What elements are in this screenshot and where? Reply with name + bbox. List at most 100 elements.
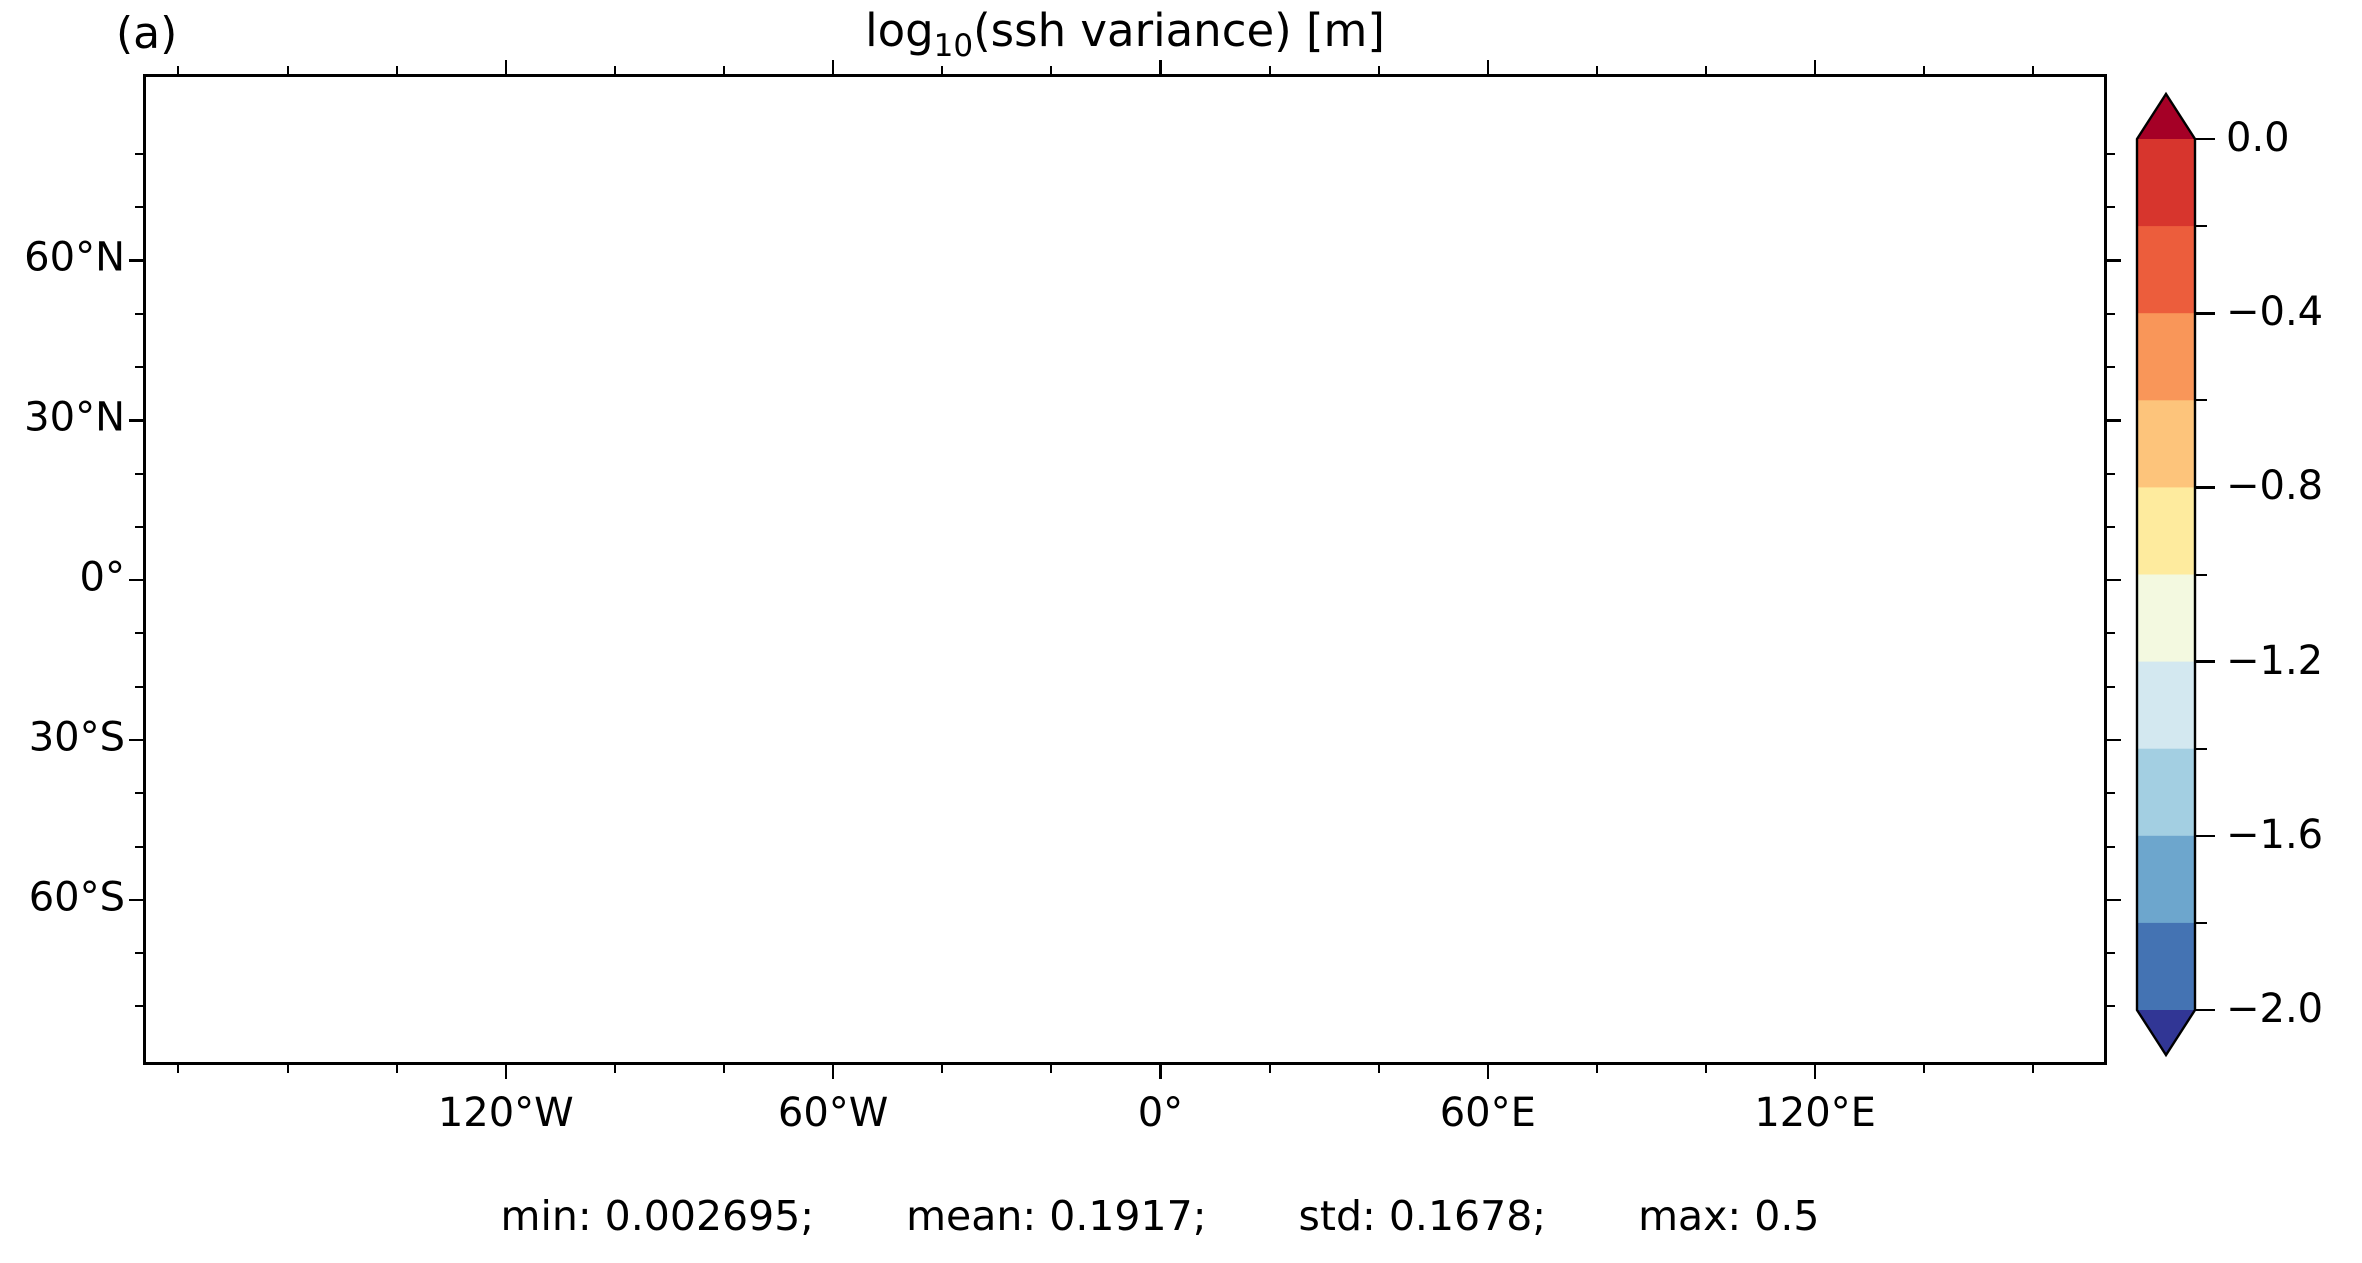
y-minor-tick-right bbox=[2107, 686, 2115, 688]
y-minor-tick bbox=[135, 153, 143, 155]
colorbar-tick-label: −1.2 bbox=[2226, 638, 2323, 684]
x-minor-tick-top bbox=[1705, 66, 1707, 74]
y-minor-tick bbox=[135, 526, 143, 528]
stat-mean: mean: 0.1917; bbox=[906, 1192, 1206, 1240]
colorbar-segment bbox=[2137, 662, 2195, 750]
x-minor-tick-top bbox=[941, 66, 943, 74]
x-tick-label: 60°W bbox=[778, 1090, 888, 1136]
x-minor-tick bbox=[941, 1065, 943, 1073]
x-minor-tick-top bbox=[177, 66, 179, 74]
x-major-tick-top bbox=[832, 60, 835, 74]
colorbar-segment bbox=[2137, 923, 2195, 1011]
x-minor-tick-top bbox=[614, 66, 616, 74]
y-minor-tick-right bbox=[2107, 206, 2115, 208]
x-minor-tick-top bbox=[1378, 66, 1380, 74]
x-tick-label: 60°E bbox=[1440, 1090, 1536, 1136]
y-tick-label: 30°N bbox=[0, 395, 125, 441]
x-minor-tick bbox=[1269, 1065, 1271, 1073]
y-minor-tick bbox=[135, 366, 143, 368]
colorbar-segment bbox=[2137, 487, 2195, 575]
y-minor-tick-right bbox=[2107, 366, 2115, 368]
x-major-tick bbox=[1814, 1065, 1817, 1079]
x-major-tick-top bbox=[1159, 60, 1162, 74]
colorbar-segment bbox=[2137, 139, 2195, 227]
x-minor-tick-top bbox=[287, 66, 289, 74]
y-minor-tick-right bbox=[2107, 846, 2115, 848]
colorbar-segment bbox=[2137, 313, 2195, 401]
y-major-tick bbox=[129, 739, 143, 742]
x-tick-label: 120°W bbox=[438, 1090, 574, 1136]
y-minor-tick bbox=[135, 313, 143, 315]
x-minor-tick bbox=[177, 1065, 179, 1073]
y-tick-label: 60°N bbox=[0, 235, 125, 281]
x-minor-tick-top bbox=[1596, 66, 1598, 74]
y-minor-tick bbox=[135, 792, 143, 794]
title-prefix: log bbox=[865, 4, 934, 57]
x-minor-tick bbox=[2032, 1065, 2034, 1073]
x-tick-label: 120°E bbox=[1754, 1090, 1876, 1136]
y-minor-tick-right bbox=[2107, 526, 2115, 528]
x-minor-tick bbox=[287, 1065, 289, 1073]
x-major-tick-top bbox=[1814, 60, 1817, 74]
y-major-tick bbox=[129, 259, 143, 262]
colorbar-tick-label: −0.4 bbox=[2226, 289, 2323, 335]
x-major-tick-top bbox=[1487, 60, 1490, 74]
map-frame bbox=[143, 74, 2107, 1065]
y-major-tick-right bbox=[2107, 259, 2121, 262]
colorbar-segment bbox=[2137, 226, 2195, 314]
y-major-tick-right bbox=[2107, 419, 2121, 422]
y-tick-label: 60°S bbox=[0, 875, 125, 921]
stat-std: std: 0.1678; bbox=[1299, 1192, 1547, 1240]
chart-title: log10(ssh variance) [m] bbox=[143, 4, 2107, 64]
y-major-tick bbox=[129, 579, 143, 582]
y-minor-tick-right bbox=[2107, 313, 2115, 315]
colorbar-segment bbox=[2137, 836, 2195, 924]
y-minor-tick bbox=[135, 473, 143, 475]
x-major-tick bbox=[505, 1065, 508, 1079]
colorbar-over-arrow bbox=[2137, 94, 2195, 139]
y-minor-tick bbox=[135, 686, 143, 688]
x-minor-tick bbox=[1705, 1065, 1707, 1073]
y-major-tick bbox=[129, 899, 143, 902]
x-minor-tick-top bbox=[396, 66, 398, 74]
colorbar-segment bbox=[2137, 575, 2195, 663]
x-minor-tick-top bbox=[1050, 66, 1052, 74]
y-minor-tick-right bbox=[2107, 632, 2115, 634]
colorbar-segment bbox=[2137, 749, 2195, 837]
x-major-tick-top bbox=[505, 60, 508, 74]
x-minor-tick bbox=[723, 1065, 725, 1073]
y-minor-tick-right bbox=[2107, 153, 2115, 155]
y-minor-tick-right bbox=[2107, 952, 2115, 954]
colorbar-under-arrow bbox=[2137, 1010, 2195, 1055]
y-minor-tick bbox=[135, 206, 143, 208]
x-tick-label: 0° bbox=[1138, 1090, 1183, 1136]
colorbar-segment bbox=[2137, 400, 2195, 488]
x-minor-tick-top bbox=[2032, 66, 2034, 74]
colorbar-tick-label: 0.0 bbox=[2226, 115, 2290, 161]
y-major-tick-right bbox=[2107, 579, 2121, 582]
x-minor-tick bbox=[614, 1065, 616, 1073]
y-minor-tick bbox=[135, 1005, 143, 1007]
x-major-tick bbox=[832, 1065, 835, 1079]
y-major-tick-right bbox=[2107, 899, 2121, 902]
x-major-tick bbox=[1159, 1065, 1162, 1079]
stat-min: min: 0.002695; bbox=[501, 1192, 815, 1240]
y-minor-tick bbox=[135, 846, 143, 848]
x-minor-tick bbox=[1378, 1065, 1380, 1073]
y-major-tick-right bbox=[2107, 739, 2121, 742]
title-subscript: 10 bbox=[934, 28, 973, 64]
x-minor-tick bbox=[1596, 1065, 1598, 1073]
y-minor-tick-right bbox=[2107, 1005, 2115, 1007]
y-minor-tick-right bbox=[2107, 792, 2115, 794]
y-major-tick bbox=[129, 419, 143, 422]
x-major-tick bbox=[1487, 1065, 1490, 1079]
y-minor-tick-right bbox=[2107, 473, 2115, 475]
stat-max: max: 0.5 bbox=[1638, 1192, 1819, 1240]
y-minor-tick bbox=[135, 632, 143, 634]
title-suffix: (ssh variance) [m] bbox=[973, 4, 1385, 57]
x-minor-tick bbox=[1050, 1065, 1052, 1073]
colorbar-tick-label: −0.8 bbox=[2226, 463, 2323, 509]
x-minor-tick-top bbox=[1923, 66, 1925, 74]
y-minor-tick bbox=[135, 952, 143, 954]
x-minor-tick bbox=[396, 1065, 398, 1073]
